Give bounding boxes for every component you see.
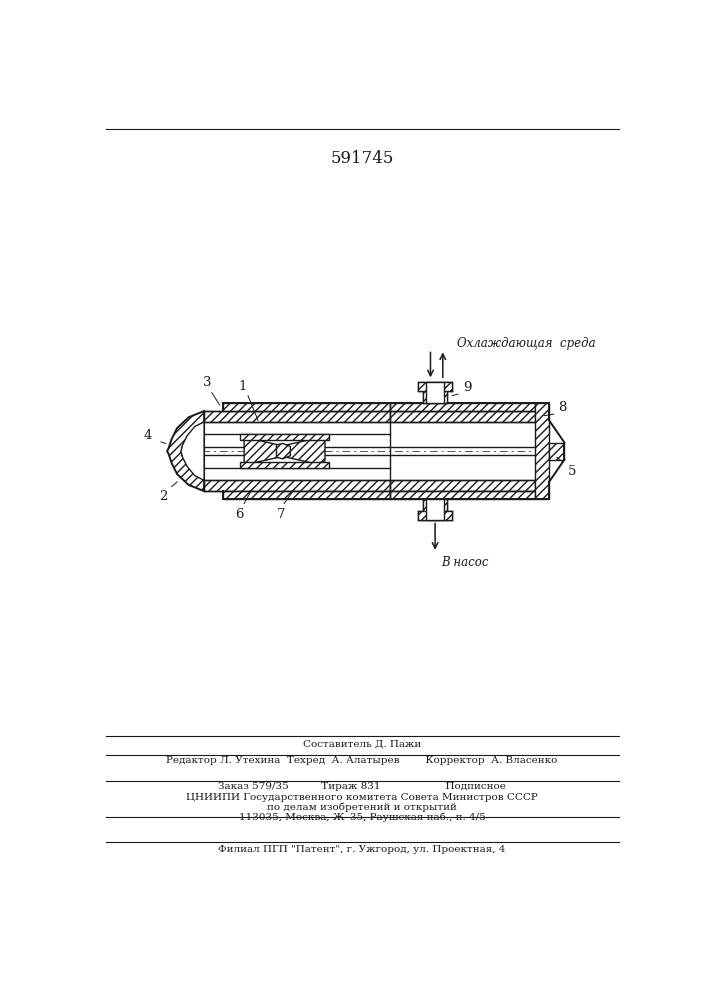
- Polygon shape: [240, 434, 329, 440]
- Text: 7: 7: [277, 508, 286, 521]
- Polygon shape: [423, 499, 448, 511]
- Text: 2: 2: [159, 490, 167, 503]
- Polygon shape: [418, 511, 452, 520]
- Text: 113035, Москва, Ж–35, Раушская наб., п. 4/5: 113035, Москва, Ж–35, Раушская наб., п. …: [238, 813, 485, 822]
- Text: по делам изобретений и открытий: по делам изобретений и открытий: [267, 803, 457, 812]
- Polygon shape: [167, 411, 204, 491]
- Polygon shape: [181, 422, 204, 480]
- Text: 591745: 591745: [330, 150, 394, 167]
- Polygon shape: [204, 480, 390, 491]
- Polygon shape: [535, 403, 549, 499]
- Polygon shape: [390, 480, 535, 491]
- Bar: [426, 499, 444, 520]
- Polygon shape: [286, 437, 325, 465]
- Polygon shape: [390, 491, 535, 499]
- Bar: [426, 382, 444, 403]
- Text: В насос: В насос: [441, 556, 489, 569]
- Polygon shape: [418, 382, 452, 391]
- Polygon shape: [423, 391, 448, 403]
- Text: 8: 8: [559, 401, 567, 414]
- Text: Редактор Л. Утехина  Техред  А. Алатырев        Корректор  А. Власенко: Редактор Л. Утехина Техред А. Алатырев К…: [166, 756, 558, 765]
- Polygon shape: [240, 462, 329, 468]
- Text: Охлаждающая  среда: Охлаждающая среда: [457, 337, 595, 350]
- Polygon shape: [549, 443, 564, 460]
- Text: Филиал ПГП "Патент", г. Ужгород, ул. Проектная, 4: Филиал ПГП "Патент", г. Ужгород, ул. Про…: [218, 845, 506, 854]
- Text: 4: 4: [144, 429, 152, 442]
- Polygon shape: [223, 491, 390, 499]
- Polygon shape: [244, 437, 286, 465]
- Polygon shape: [204, 411, 390, 422]
- Text: ЦНИИПИ Государственного комитета Совета Министров СССР: ЦНИИПИ Государственного комитета Совета …: [186, 793, 538, 802]
- Text: 3: 3: [203, 376, 211, 389]
- Text: 1: 1: [238, 380, 247, 393]
- Polygon shape: [390, 403, 535, 411]
- Text: 5: 5: [568, 465, 576, 478]
- Polygon shape: [390, 411, 535, 422]
- Polygon shape: [223, 403, 390, 411]
- Polygon shape: [276, 443, 291, 459]
- Text: Составитель Д. Пажи: Составитель Д. Пажи: [303, 739, 421, 748]
- Text: 6: 6: [235, 508, 244, 521]
- Text: Заказ 579/35          Тираж 831                    Подписное: Заказ 579/35 Тираж 831 Подписное: [218, 782, 506, 791]
- Text: 9: 9: [463, 381, 472, 394]
